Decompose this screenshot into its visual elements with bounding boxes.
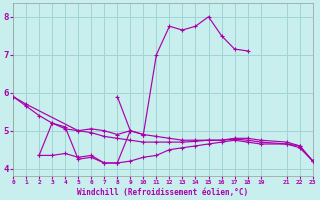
X-axis label: Windchill (Refroidissement éolien,°C): Windchill (Refroidissement éolien,°C) [77,188,248,197]
